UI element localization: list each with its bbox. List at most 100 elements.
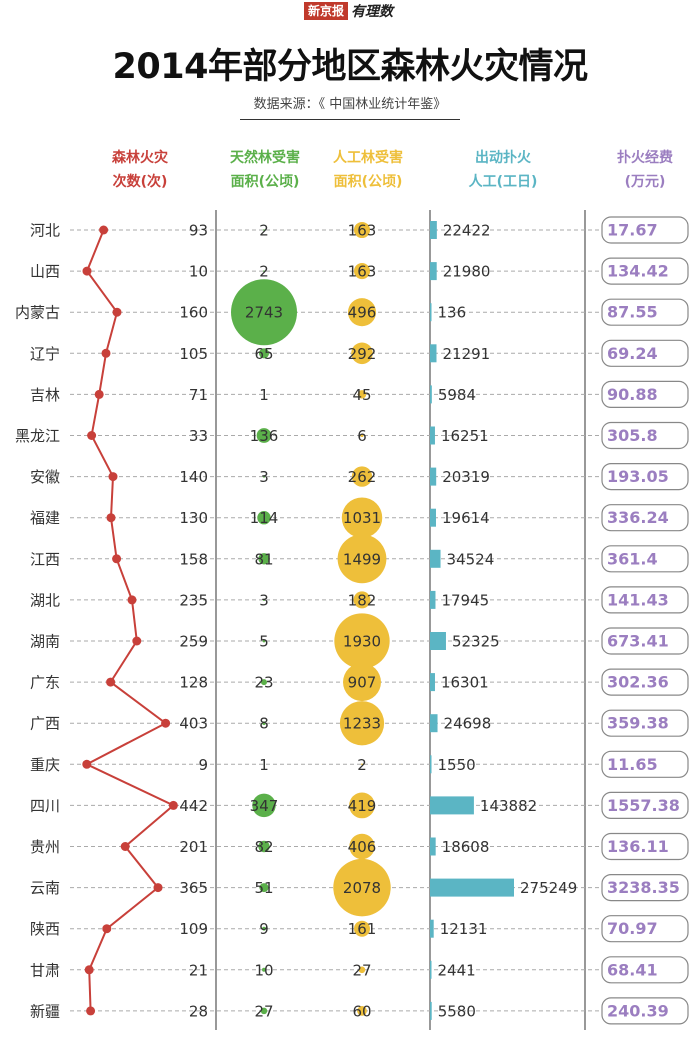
- fires-value: 259: [179, 633, 208, 651]
- region-label: 陕西: [30, 920, 60, 938]
- cost-value: 359.38: [607, 714, 669, 733]
- natural-bubble: [262, 475, 266, 478]
- labor-value: 5984: [438, 386, 476, 404]
- fires-value: 71: [189, 386, 208, 404]
- fires-point: [101, 348, 111, 358]
- natural-value: 81: [254, 550, 273, 568]
- cost-value: 361.4: [607, 549, 658, 568]
- chart-title: 2014年部分地区森林火灾情况: [112, 47, 588, 87]
- labor-value: 5580: [438, 1002, 476, 1020]
- natural-bubble: [262, 967, 266, 972]
- natural-bubble: [252, 793, 276, 818]
- fires-value: 403: [179, 715, 208, 733]
- planted-bubble: [357, 390, 367, 399]
- natural-bubble: [263, 393, 265, 396]
- planted-value: 27: [352, 961, 371, 979]
- header-labor-line2: 人工(工日): [468, 174, 538, 190]
- labor-value: 136: [438, 304, 467, 322]
- labor-bar: [430, 632, 446, 650]
- fires-value: 105: [179, 345, 208, 363]
- cost-value: 90.88: [607, 385, 658, 404]
- planted-value: 182: [348, 591, 377, 609]
- fires-point: [132, 636, 142, 646]
- natural-bubble: [258, 348, 270, 359]
- planted-bubble: [358, 966, 366, 974]
- fires-point: [161, 718, 171, 728]
- natural-value: 82: [254, 838, 273, 856]
- fires-point: [94, 389, 104, 399]
- planted-value: 1499: [343, 550, 381, 568]
- natural-bubble: [260, 1007, 268, 1015]
- cost-box: [601, 216, 689, 244]
- planted-value: 1930: [343, 633, 381, 651]
- cost-value: 3238.35: [607, 878, 680, 897]
- natural-bubble: [262, 639, 266, 643]
- natural-bubble: [231, 279, 297, 346]
- cost-value: 87.55: [607, 303, 658, 322]
- natural-bubble: [262, 926, 266, 931]
- planted-bubble: [351, 342, 373, 365]
- labor-bar: [430, 1001, 432, 1020]
- planted-value: 292: [348, 345, 377, 363]
- header-fires-line1: 森林火灾: [112, 150, 168, 166]
- natural-bubble: [260, 679, 268, 686]
- labor-bar: [430, 467, 437, 486]
- fires-value: 442: [179, 797, 208, 815]
- labor-value: 22422: [443, 222, 491, 240]
- labor-value: 21980: [443, 263, 491, 281]
- region-label: 内蒙古: [15, 304, 60, 322]
- fires-value: 28: [189, 1002, 208, 1020]
- region-label: 河北: [30, 222, 60, 240]
- labor-bar: [430, 262, 437, 281]
- cost-box: [601, 791, 689, 820]
- cost-value: 305.8: [607, 426, 658, 445]
- labor-value: 1550: [438, 756, 476, 774]
- fires-point: [106, 513, 116, 523]
- header-cost-line1: 扑火经费: [617, 150, 673, 166]
- fires-value: 93: [189, 222, 208, 240]
- cost-box: [601, 545, 689, 573]
- cost-value: 1557.38: [607, 796, 680, 815]
- cost-value: 134.42: [607, 262, 669, 281]
- header-planted-line2: 面积(公顷): [333, 174, 403, 190]
- labor-bar: [430, 344, 437, 363]
- natural-bubble: [262, 721, 266, 725]
- region-label: 黑龙江: [15, 427, 60, 445]
- planted-value: 161: [348, 920, 377, 938]
- natural-bubble: [263, 763, 265, 765]
- header-planted: 人工林受害 面积(公顷): [313, 146, 423, 194]
- planted-bubble: [354, 920, 370, 937]
- region-label: 重庆: [30, 756, 60, 774]
- planted-bubble: [343, 663, 381, 702]
- planted-bubble: [360, 433, 364, 438]
- natural-value: 2: [259, 222, 269, 240]
- fires-line: [84, 229, 176, 1011]
- natural-value: 2: [259, 263, 269, 281]
- labor-value: 21291: [442, 345, 490, 363]
- natural-value: 27: [254, 1002, 273, 1020]
- labor-value: 16251: [441, 427, 489, 445]
- region-label: 四川: [30, 797, 60, 815]
- cost-value: 302.36: [607, 673, 669, 692]
- planted-value: 1233: [343, 715, 381, 733]
- natural-bubble: [263, 270, 265, 272]
- fires-value: 235: [179, 591, 208, 609]
- labor-bar: [430, 755, 432, 774]
- cost-box: [601, 668, 689, 696]
- natural-value: 65: [254, 345, 273, 363]
- planted-bubble: [337, 534, 387, 584]
- natural-value: 1: [259, 386, 269, 404]
- natural-value: 1: [259, 756, 269, 774]
- fires-point: [153, 883, 163, 893]
- cost-value: 69.24: [607, 344, 658, 363]
- fires-point: [112, 307, 122, 317]
- natural-value: 114: [250, 509, 279, 527]
- region-label: 广东: [30, 674, 60, 692]
- fires-value: 128: [179, 674, 208, 692]
- cost-box: [601, 832, 689, 861]
- header-natural-line2: 面积(公顷): [230, 174, 300, 190]
- region-label: 新疆: [30, 1002, 60, 1020]
- labor-bar: [430, 508, 436, 527]
- fires-value: 158: [179, 550, 208, 568]
- labor-value: 275249: [520, 879, 577, 897]
